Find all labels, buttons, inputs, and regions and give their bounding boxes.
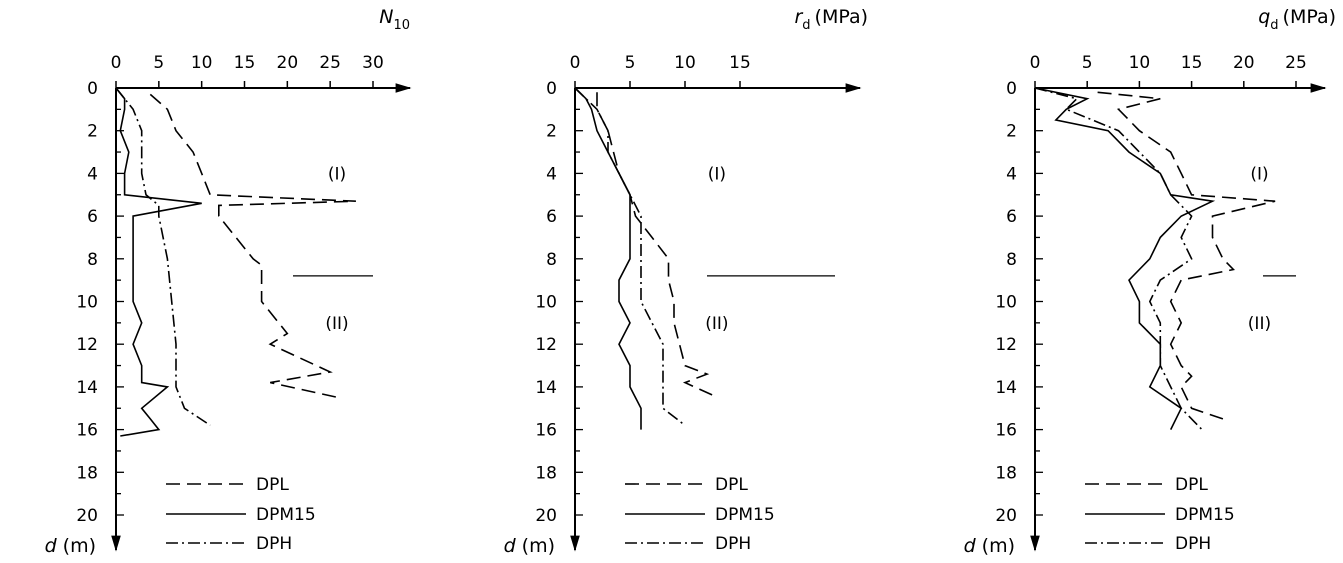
x-tick-label: 15	[729, 53, 751, 73]
series-line-dpl	[1097, 91, 1276, 420]
y-axis-symbol: d	[45, 535, 58, 557]
y-tick-label: 20	[535, 506, 557, 526]
x-tick-label: 5	[153, 53, 164, 73]
y-tick-label: 2	[1006, 122, 1017, 142]
legend-label-dpl: DPL	[1175, 475, 1208, 495]
layer-label: (I)	[708, 164, 726, 184]
y-tick-label: 10	[76, 293, 98, 313]
x-axis-symbol: N	[379, 6, 393, 28]
legend-label-dpl: DPL	[256, 475, 289, 495]
x-tick-label: 25	[1285, 53, 1307, 73]
y-tick-label: 20	[995, 506, 1017, 526]
layer-label: (II)	[705, 314, 728, 334]
y-axis-title: d (m)	[964, 535, 1015, 557]
series-line-dph	[1034, 87, 1203, 431]
y-tick-label: 20	[76, 506, 98, 526]
y-tick-label: 4	[1006, 164, 1017, 184]
x-tick-label: 5	[1082, 53, 1093, 73]
y-tick-label: 10	[535, 293, 557, 313]
series-line-dph	[115, 87, 211, 426]
y-tick-label: 0	[87, 79, 98, 99]
y-axis-unit: (m)	[63, 535, 96, 557]
y-tick-label: 0	[546, 79, 557, 99]
y-axis-title: d (m)	[504, 535, 555, 557]
legend-label-dpm15: DPM15	[256, 505, 316, 525]
layer-label: (I)	[328, 164, 346, 184]
y-axis-unit: (m)	[522, 535, 555, 557]
x-axis-title: qd (MPa)	[1258, 6, 1336, 33]
x-tick-label: 30	[362, 53, 384, 73]
x-axis-unit: (MPa)	[815, 6, 868, 28]
x-axis-title: rd (MPa)	[794, 6, 868, 33]
y-tick-label: 10	[995, 293, 1017, 313]
x-tick-label: 10	[191, 53, 213, 73]
x-tick-label: 10	[1129, 53, 1151, 73]
y-tick-label: 18	[76, 463, 98, 483]
y-tick-label: 14	[995, 378, 1017, 398]
x-axis-subscript: d	[1270, 18, 1278, 33]
y-tick-label: 16	[535, 421, 557, 441]
legend-label-dph: DPH	[1175, 534, 1211, 554]
series-line-dph	[574, 87, 686, 426]
y-tick-label: 18	[995, 463, 1017, 483]
x-tick-label: 5	[625, 53, 636, 73]
x-tick-label: 20	[1233, 53, 1255, 73]
y-tick-label: 0	[1006, 79, 1017, 99]
y-axis-unit: (m)	[982, 535, 1015, 557]
y-tick-label: 12	[76, 335, 98, 355]
y-axis-symbol: d	[964, 535, 977, 557]
series-line-dpm15	[1034, 87, 1216, 430]
x-tick-label: 0	[1030, 53, 1041, 73]
y-tick-label: 14	[76, 378, 98, 398]
x-tick-label: 15	[1181, 53, 1203, 73]
x-tick-label: 10	[674, 53, 696, 73]
y-tick-label: 6	[546, 207, 557, 227]
y-tick-label: 4	[87, 164, 98, 184]
y-tick-label: 8	[1006, 250, 1017, 270]
y-tick-label: 4	[546, 164, 557, 184]
y-tick-label: 16	[995, 421, 1017, 441]
legend-label-dph: DPH	[715, 534, 751, 554]
y-tick-label: 18	[535, 463, 557, 483]
y-tick-label: 16	[76, 421, 98, 441]
legend-label-dpm15: DPM15	[715, 505, 775, 525]
y-tick-label: 6	[1006, 207, 1017, 227]
x-tick-label: 0	[111, 53, 122, 73]
x-axis-subscript: d	[802, 18, 810, 33]
y-tick-label: 8	[87, 250, 98, 270]
legend-label-dpm15: DPM15	[1175, 505, 1235, 525]
x-tick-label: 25	[319, 53, 341, 73]
series-line-dpm15	[115, 87, 202, 437]
y-tick-label: 12	[995, 335, 1017, 355]
y-axis-title: d (m)	[45, 535, 96, 557]
y-tick-label: 2	[87, 122, 98, 142]
x-tick-label: 0	[570, 53, 581, 73]
x-tick-label: 15	[234, 53, 256, 73]
legend-label-dpl: DPL	[715, 475, 748, 495]
legend-label-dph: DPH	[256, 534, 292, 554]
x-axis-symbol: q	[1258, 6, 1270, 28]
x-tick-label: 20	[277, 53, 299, 73]
series-line-dpl	[596, 92, 719, 399]
x-axis-symbol: r	[794, 6, 803, 28]
x-axis-title: N10	[379, 6, 410, 33]
layer-label: (I)	[1250, 164, 1268, 184]
x-axis-subscript: 10	[393, 18, 410, 33]
series-line-dpl	[149, 93, 356, 399]
y-tick-label: 14	[535, 378, 557, 398]
series-line-dpm15	[574, 87, 642, 430]
x-axis-unit: (MPa)	[1283, 6, 1336, 28]
y-tick-label: 8	[546, 250, 557, 270]
layer-label: (II)	[325, 314, 348, 334]
y-axis-symbol: d	[504, 535, 517, 557]
y-tick-label: 2	[546, 122, 557, 142]
layer-label: (II)	[1248, 314, 1271, 334]
y-tick-label: 6	[87, 207, 98, 227]
y-tick-label: 12	[535, 335, 557, 355]
